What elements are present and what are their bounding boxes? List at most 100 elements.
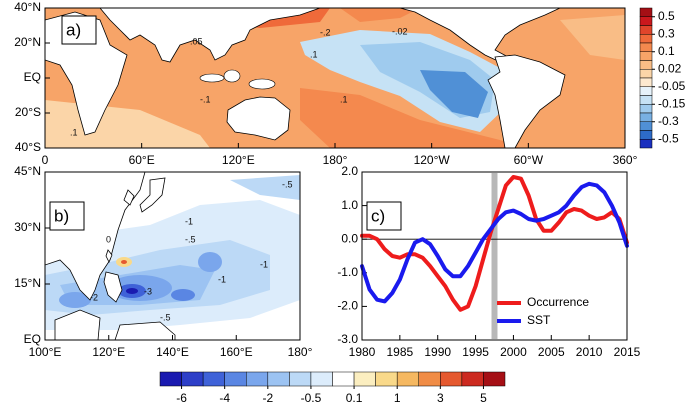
colorbar-label: 0.1 xyxy=(346,391,363,405)
colorbar-box xyxy=(159,371,182,387)
x-tick-label: 1990 xyxy=(424,345,451,359)
colorbar-box xyxy=(639,86,653,96)
colorbar-box xyxy=(639,121,653,131)
lon-label: 120°E xyxy=(92,345,125,359)
lon-label: 120°W xyxy=(414,153,451,167)
colorbar-box xyxy=(289,371,312,387)
colorbar-box xyxy=(418,371,441,387)
lat-label: EQ xyxy=(24,70,41,84)
contour-label: -1 xyxy=(185,216,193,226)
colorbar-box xyxy=(310,371,333,387)
colorbar-box xyxy=(375,371,398,387)
lat-label: 15°N xyxy=(14,276,41,290)
panel-label-box xyxy=(61,15,97,45)
contour-label: .1 xyxy=(70,127,78,137)
colorbar-box xyxy=(267,371,290,387)
legend-label: SST xyxy=(527,313,551,327)
series-line xyxy=(360,181,629,304)
colorbar-box xyxy=(440,371,463,387)
colorbar-label: -0.5 xyxy=(301,391,322,405)
lon-label: 360° xyxy=(613,153,638,167)
colorbar-label: -0.05 xyxy=(658,79,685,93)
x-tick-label: 1985 xyxy=(387,345,414,359)
colorbar-box xyxy=(639,139,653,149)
lat-label: 30°N xyxy=(14,220,41,234)
contour-label: .1 xyxy=(310,49,318,59)
contour-label: 0 xyxy=(106,234,111,244)
colorbar-box xyxy=(224,371,247,387)
colorbar-box xyxy=(332,371,355,387)
lon-label: 180° xyxy=(323,153,348,167)
x-tick-label: 2005 xyxy=(538,345,565,359)
colorbar-label: -0.15 xyxy=(658,96,685,110)
colorbar-label: -2 xyxy=(262,391,273,405)
colorbar-label: 0.02 xyxy=(658,61,682,75)
colorbar-box xyxy=(639,25,653,35)
x-tick-label: 2010 xyxy=(576,345,603,359)
x-tick-label: 1980 xyxy=(349,345,376,359)
contour-label: -.5 xyxy=(160,312,171,322)
colorbar-box xyxy=(246,371,269,387)
contour-label: -2 xyxy=(90,292,98,302)
colorbar-box xyxy=(639,104,653,114)
colorbar-box xyxy=(461,371,484,387)
highlight-band xyxy=(491,173,498,339)
colorbar-label: 0.5 xyxy=(658,9,675,23)
panel-label-box xyxy=(49,201,85,231)
colorbar-label: 0.3 xyxy=(658,26,675,40)
lon-label: 160°E xyxy=(220,345,253,359)
contour-label: .1 xyxy=(340,94,348,104)
colorbar-box xyxy=(639,60,653,70)
legend-label: Occurrence xyxy=(527,295,589,309)
lat-label: EQ xyxy=(24,332,41,346)
colorbar-box xyxy=(181,371,204,387)
y-tick-label: 1.0 xyxy=(341,198,358,212)
colorbar-box xyxy=(639,16,653,26)
x-tick-label: 1995 xyxy=(462,345,489,359)
contour-label: -1 xyxy=(218,274,226,284)
lat-label: 40°S xyxy=(15,140,41,154)
contour-label: -.02 xyxy=(392,26,408,36)
lon-label: 100°E xyxy=(29,345,62,359)
y-tick-label: -2.0 xyxy=(337,299,358,313)
contour-label: -.5 xyxy=(282,179,293,189)
colorbar-label: 1 xyxy=(394,391,401,405)
contour-label: -.2 xyxy=(320,27,331,37)
colorbar-box xyxy=(639,7,653,17)
colorbar-label: -0.3 xyxy=(658,114,679,128)
panel-label: c) xyxy=(371,206,385,225)
x-tick-label: 2015 xyxy=(614,345,641,359)
colorbar-box xyxy=(639,42,653,52)
colorbar-label: -0.5 xyxy=(658,131,679,145)
contour-label: -3 xyxy=(144,286,152,296)
lon-label: 140°E xyxy=(156,345,189,359)
panel-label: a) xyxy=(66,20,81,39)
plot-frame xyxy=(361,171,628,341)
contour-label: .05 xyxy=(190,36,203,46)
lon-label: 120°E xyxy=(222,153,255,167)
y-tick-label: 2.0 xyxy=(341,164,358,178)
colorbar-box xyxy=(353,371,376,387)
colorbar-box xyxy=(639,130,653,140)
panel-label-box xyxy=(366,201,402,231)
lon-label: 60°E xyxy=(129,153,155,167)
y-tick-label: 0.0 xyxy=(341,231,358,245)
panel-label: b) xyxy=(54,206,69,225)
y-tick-label: -1.0 xyxy=(337,265,358,279)
map-b xyxy=(45,172,300,340)
colorbar-box xyxy=(202,371,225,387)
lat-label: 20°S xyxy=(15,105,41,119)
colorbar-label: 0.1 xyxy=(658,44,675,58)
colorbar-box xyxy=(639,112,653,122)
colorbar-label: -6 xyxy=(176,391,187,405)
colorbar-box xyxy=(639,77,653,87)
colorbar-box xyxy=(639,95,653,105)
colorbar-box xyxy=(639,34,653,44)
colorbar-box xyxy=(639,51,653,61)
lat-label: 40°N xyxy=(14,0,41,14)
colorbar-label: 5 xyxy=(480,391,487,405)
contour-label: -.1 xyxy=(200,94,211,104)
colorbar-label: -4 xyxy=(219,391,230,405)
